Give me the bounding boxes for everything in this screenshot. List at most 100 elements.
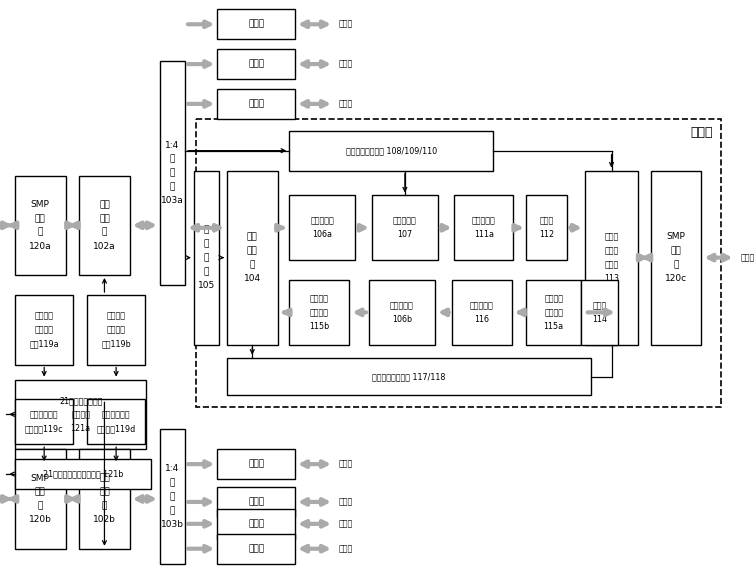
Text: 双向: 双向 (99, 200, 109, 209)
Text: 器: 器 (673, 260, 679, 269)
Text: 连接: 连接 (35, 488, 45, 497)
Bar (217, 509, 295, 539)
Text: 通道五: 通道五 (248, 460, 264, 469)
Text: 至天线: 至天线 (339, 520, 353, 528)
Text: 功: 功 (170, 478, 175, 487)
Text: 电源调制: 电源调制 (35, 325, 54, 334)
Bar (372, 195, 438, 260)
Bar (15, 175, 66, 275)
Text: 双向接收电源: 双向接收电源 (30, 411, 58, 419)
Text: 120c: 120c (665, 274, 687, 283)
Text: 103b: 103b (161, 520, 184, 529)
Text: 116: 116 (474, 315, 489, 324)
Text: 片: 片 (250, 260, 255, 269)
Text: 连接: 连接 (670, 246, 682, 255)
Text: 隔离器: 隔离器 (540, 216, 554, 226)
Bar (196, 119, 721, 407)
Text: 收发开: 收发开 (605, 246, 618, 255)
Text: 电连接器: 电连接器 (71, 410, 90, 419)
Text: 器: 器 (102, 228, 107, 237)
Bar (455, 195, 513, 260)
Text: 双向接收: 双向接收 (35, 311, 54, 320)
Bar (227, 171, 278, 345)
Text: 发射电源调制芒片 108/109/110: 发射电源调制芒片 108/109/110 (346, 146, 437, 155)
Bar (15, 459, 151, 489)
Text: 调制芒片119d: 调制芒片119d (97, 424, 136, 433)
Bar (87, 400, 145, 444)
Bar (451, 280, 512, 345)
Text: SMP: SMP (31, 473, 50, 482)
Text: 声放大器: 声放大器 (310, 308, 329, 317)
Bar (217, 449, 295, 479)
Text: 可调移相器: 可调移相器 (310, 216, 334, 226)
Text: 113: 113 (604, 274, 619, 283)
Bar (15, 295, 73, 365)
Text: 双向发射电源: 双向发射电源 (102, 411, 131, 419)
Text: 112: 112 (539, 230, 554, 239)
Bar (79, 175, 130, 275)
Text: 106a: 106a (313, 230, 332, 239)
Bar (160, 61, 185, 285)
Bar (15, 400, 73, 444)
Text: 控: 控 (204, 239, 209, 248)
Text: 至天线: 至天线 (339, 544, 353, 553)
Text: 105: 105 (198, 281, 215, 290)
Text: 21芚气密性微矩形: 21芚气密性微矩形 (59, 396, 103, 405)
Text: 驱动放大器: 驱动放大器 (393, 216, 417, 226)
Bar (87, 295, 145, 365)
Text: 通道一: 通道一 (248, 20, 264, 29)
Text: 至天线: 至天线 (339, 59, 353, 69)
Text: 器: 器 (170, 506, 175, 515)
Text: 放大: 放大 (99, 214, 109, 223)
Text: 111a: 111a (473, 230, 494, 239)
Text: 器: 器 (102, 501, 107, 510)
Bar (581, 280, 618, 345)
Text: SMP: SMP (31, 200, 50, 209)
Text: 115a: 115a (544, 322, 564, 331)
Text: 通道八: 通道八 (248, 544, 264, 553)
Text: 器: 器 (38, 228, 43, 237)
Text: 关芒片: 关芒片 (605, 260, 618, 269)
Text: 一级低噪: 一级低噪 (544, 294, 563, 303)
Text: 至天线: 至天线 (339, 99, 353, 108)
Text: 放大: 放大 (99, 488, 109, 497)
Bar (160, 429, 185, 564)
Text: 二级低噪: 二级低噪 (310, 294, 329, 303)
Bar (526, 280, 581, 345)
Text: SMP: SMP (667, 232, 686, 241)
Bar (79, 449, 130, 549)
Bar (289, 280, 350, 345)
Text: 调制芒片119c: 调制芒片119c (25, 424, 63, 433)
Text: 功率放大器: 功率放大器 (472, 216, 495, 226)
Text: 102b: 102b (93, 516, 116, 524)
Text: 片: 片 (204, 267, 209, 276)
Text: 通道三: 通道三 (248, 99, 264, 108)
Text: 大功率: 大功率 (605, 232, 618, 241)
Text: 连接: 连接 (35, 214, 45, 223)
Bar (217, 89, 295, 119)
Text: 功: 功 (170, 155, 175, 164)
Text: 芒片119a: 芒片119a (29, 339, 59, 348)
Text: 波: 波 (204, 226, 209, 234)
Bar (227, 357, 590, 396)
Text: 可调移相器: 可调移相器 (390, 301, 414, 310)
Bar (217, 9, 295, 39)
Text: 多功: 多功 (247, 232, 257, 241)
Text: 21芚气密微矩形电连接器 121b: 21芚气密微矩形电连接器 121b (43, 469, 123, 478)
Text: 芒: 芒 (204, 253, 209, 262)
Bar (15, 380, 146, 449)
Text: 接收电源调制芒片 117/118: 接收电源调制芒片 117/118 (372, 372, 445, 381)
Text: 器: 器 (38, 501, 43, 510)
Text: 双向: 双向 (99, 473, 109, 482)
Text: 分: 分 (170, 492, 175, 501)
Text: 至天线: 至天线 (339, 460, 353, 469)
Text: 120b: 120b (29, 516, 52, 524)
Text: 可调衰减器: 可调衰减器 (470, 301, 494, 310)
Text: 102a: 102a (93, 242, 116, 251)
Text: 103a: 103a (161, 196, 184, 206)
Bar (526, 195, 567, 260)
Text: 限幅器: 限幅器 (592, 301, 606, 310)
Text: 至天线: 至天线 (741, 253, 754, 262)
Bar (651, 171, 701, 345)
Text: 121a: 121a (70, 424, 91, 433)
